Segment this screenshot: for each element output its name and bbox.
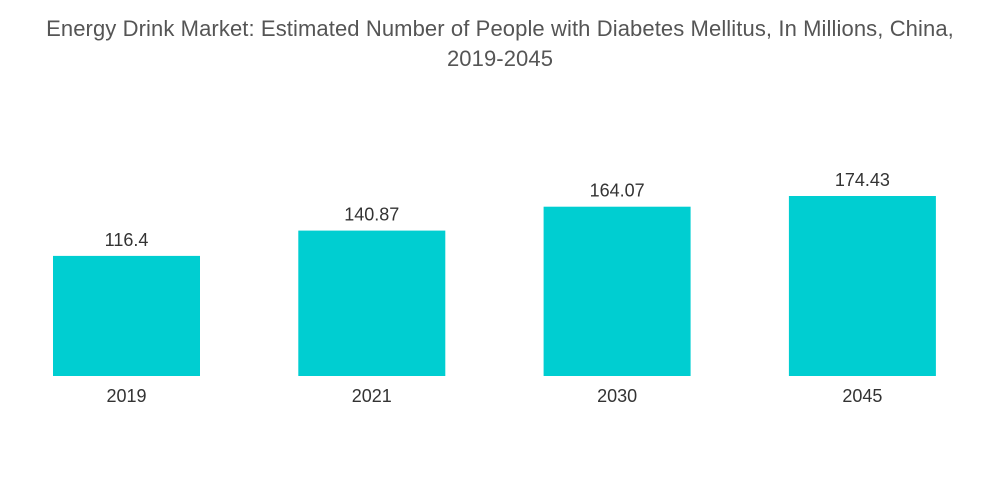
chart-title-line-2: 2019-2045 bbox=[446, 46, 554, 71]
chart-title: Energy Drink Market: Estimated Number of… bbox=[0, 14, 1000, 74]
x-tick-label-2030: 2030 bbox=[597, 386, 637, 406]
data-label-2030: 164.07 bbox=[590, 181, 645, 201]
bar-2045 bbox=[788, 196, 936, 376]
x-tick-label-2045: 2045 bbox=[842, 386, 882, 406]
data-label-2019: 116.4 bbox=[105, 230, 149, 250]
bar-2030 bbox=[543, 206, 691, 376]
data-label-2045: 174.43 bbox=[835, 170, 890, 190]
x-tick-label-2021: 2021 bbox=[352, 386, 392, 406]
bar-2019 bbox=[53, 255, 200, 376]
chart-title-line-1: Energy Drink Market: Estimated Number of… bbox=[46, 16, 954, 41]
x-tick-label-2019: 2019 bbox=[106, 386, 146, 406]
data-label-2021: 140.87 bbox=[344, 205, 399, 225]
bar-2021 bbox=[298, 230, 446, 376]
